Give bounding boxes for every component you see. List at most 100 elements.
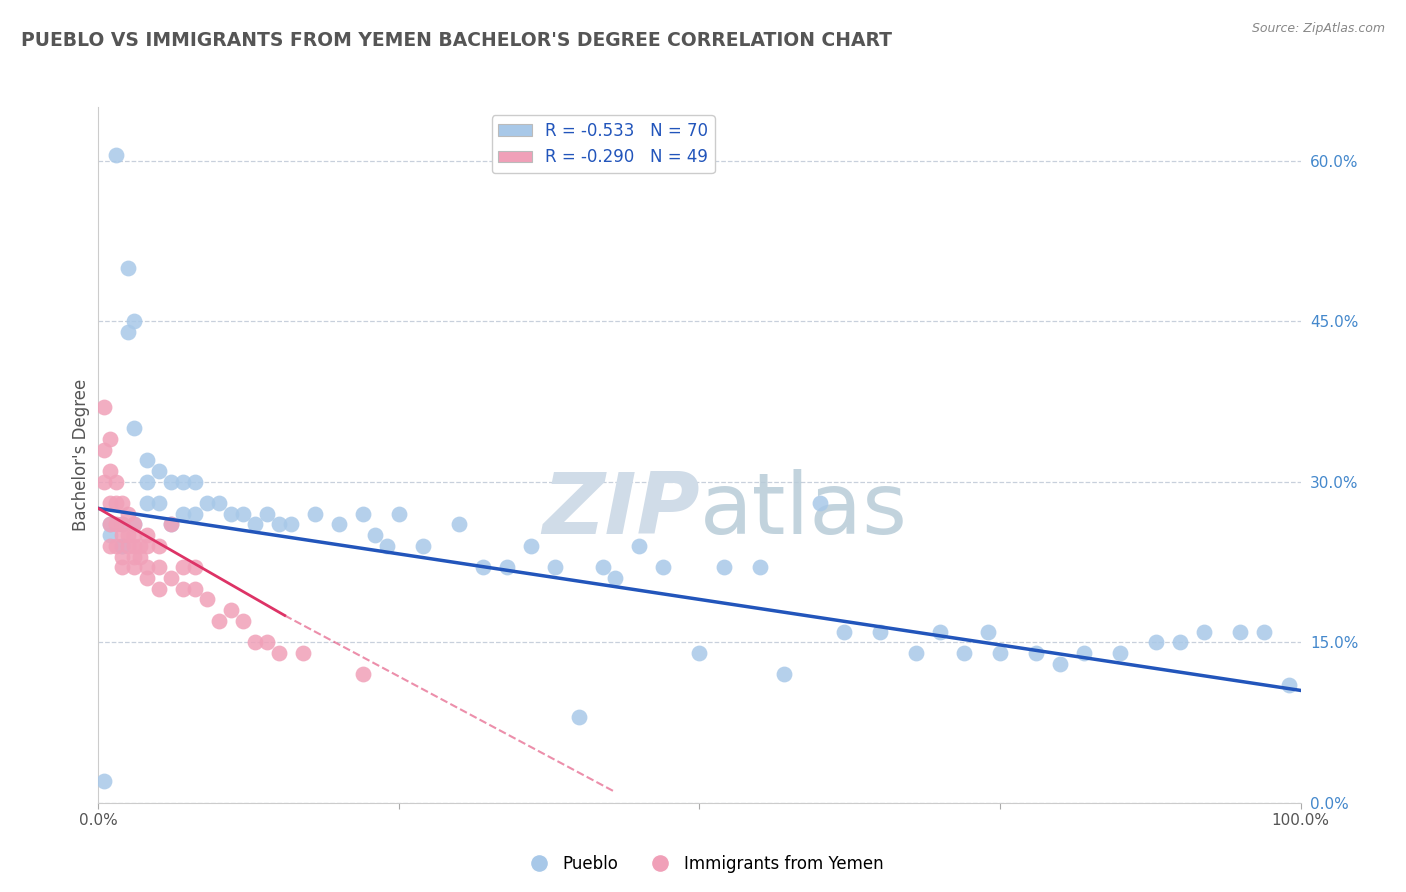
Point — [100, 539, 122, 553]
Text: Source: ZipAtlas.com: Source: ZipAtlas.com — [1251, 22, 1385, 36]
Point — [159, 571, 181, 585]
Point — [129, 539, 152, 553]
Point — [105, 496, 128, 510]
Point — [93, 475, 115, 489]
Point — [148, 539, 170, 553]
Point — [713, 560, 735, 574]
Text: atlas: atlas — [700, 469, 907, 552]
Point — [117, 507, 139, 521]
Point — [208, 614, 231, 628]
Point — [953, 646, 976, 660]
Point — [520, 539, 543, 553]
Point — [256, 635, 278, 649]
Point — [1253, 624, 1275, 639]
Point — [267, 646, 290, 660]
Point — [195, 592, 218, 607]
Point — [93, 442, 115, 457]
Point — [135, 453, 157, 467]
Point — [183, 560, 205, 574]
Point — [280, 517, 302, 532]
Point — [243, 635, 266, 649]
Point — [159, 517, 181, 532]
Point — [148, 496, 170, 510]
Point — [124, 560, 146, 574]
Point — [208, 496, 231, 510]
Point — [388, 507, 411, 521]
Point — [159, 517, 181, 532]
Point — [183, 475, 205, 489]
Point — [105, 539, 128, 553]
Point — [544, 560, 567, 574]
Point — [100, 528, 122, 542]
Point — [592, 560, 614, 574]
Point — [105, 148, 128, 162]
Point — [748, 560, 770, 574]
Legend: Pueblo, Immigrants from Yemen: Pueblo, Immigrants from Yemen — [516, 848, 890, 880]
Point — [124, 421, 146, 435]
Point — [135, 528, 157, 542]
Point — [375, 539, 398, 553]
Point — [988, 646, 1011, 660]
Point — [100, 517, 122, 532]
Point — [148, 560, 170, 574]
Point — [977, 624, 1000, 639]
Point — [1109, 646, 1132, 660]
Point — [135, 560, 157, 574]
Point — [219, 507, 242, 521]
Point — [832, 624, 855, 639]
Point — [105, 475, 128, 489]
Point — [195, 496, 218, 510]
Point — [117, 528, 139, 542]
Point — [111, 549, 134, 564]
Point — [1170, 635, 1192, 649]
Point — [111, 528, 134, 542]
Point — [472, 560, 495, 574]
Point — [117, 260, 139, 275]
Point — [267, 517, 290, 532]
Point — [124, 517, 146, 532]
Point — [364, 528, 387, 542]
Point — [117, 325, 139, 339]
Point — [159, 475, 181, 489]
Point — [352, 667, 374, 681]
Point — [105, 517, 128, 532]
Point — [93, 774, 115, 789]
Point — [808, 496, 831, 510]
Point — [652, 560, 675, 574]
Point — [1194, 624, 1216, 639]
Point — [129, 549, 152, 564]
Y-axis label: Bachelor's Degree: Bachelor's Degree — [72, 379, 90, 531]
Point — [412, 539, 434, 553]
Point — [1025, 646, 1047, 660]
Point — [869, 624, 891, 639]
Text: ZIP: ZIP — [541, 469, 700, 552]
Point — [628, 539, 651, 553]
Point — [256, 507, 278, 521]
Point — [496, 560, 519, 574]
Point — [172, 507, 194, 521]
Point — [352, 507, 374, 521]
Point — [111, 560, 134, 574]
Point — [148, 464, 170, 478]
Point — [111, 539, 134, 553]
Point — [232, 507, 254, 521]
Point — [689, 646, 711, 660]
Point — [135, 539, 157, 553]
Point — [1229, 624, 1251, 639]
Point — [1073, 646, 1095, 660]
Point — [111, 517, 134, 532]
Point — [447, 517, 470, 532]
Point — [124, 549, 146, 564]
Point — [111, 496, 134, 510]
Point — [328, 517, 350, 532]
Point — [304, 507, 326, 521]
Point — [928, 624, 950, 639]
Text: PUEBLO VS IMMIGRANTS FROM YEMEN BACHELOR'S DEGREE CORRELATION CHART: PUEBLO VS IMMIGRANTS FROM YEMEN BACHELOR… — [21, 31, 891, 50]
Point — [904, 646, 927, 660]
Point — [172, 560, 194, 574]
Point — [100, 517, 122, 532]
Point — [172, 475, 194, 489]
Point — [117, 539, 139, 553]
Point — [183, 582, 205, 596]
Point — [93, 400, 115, 414]
